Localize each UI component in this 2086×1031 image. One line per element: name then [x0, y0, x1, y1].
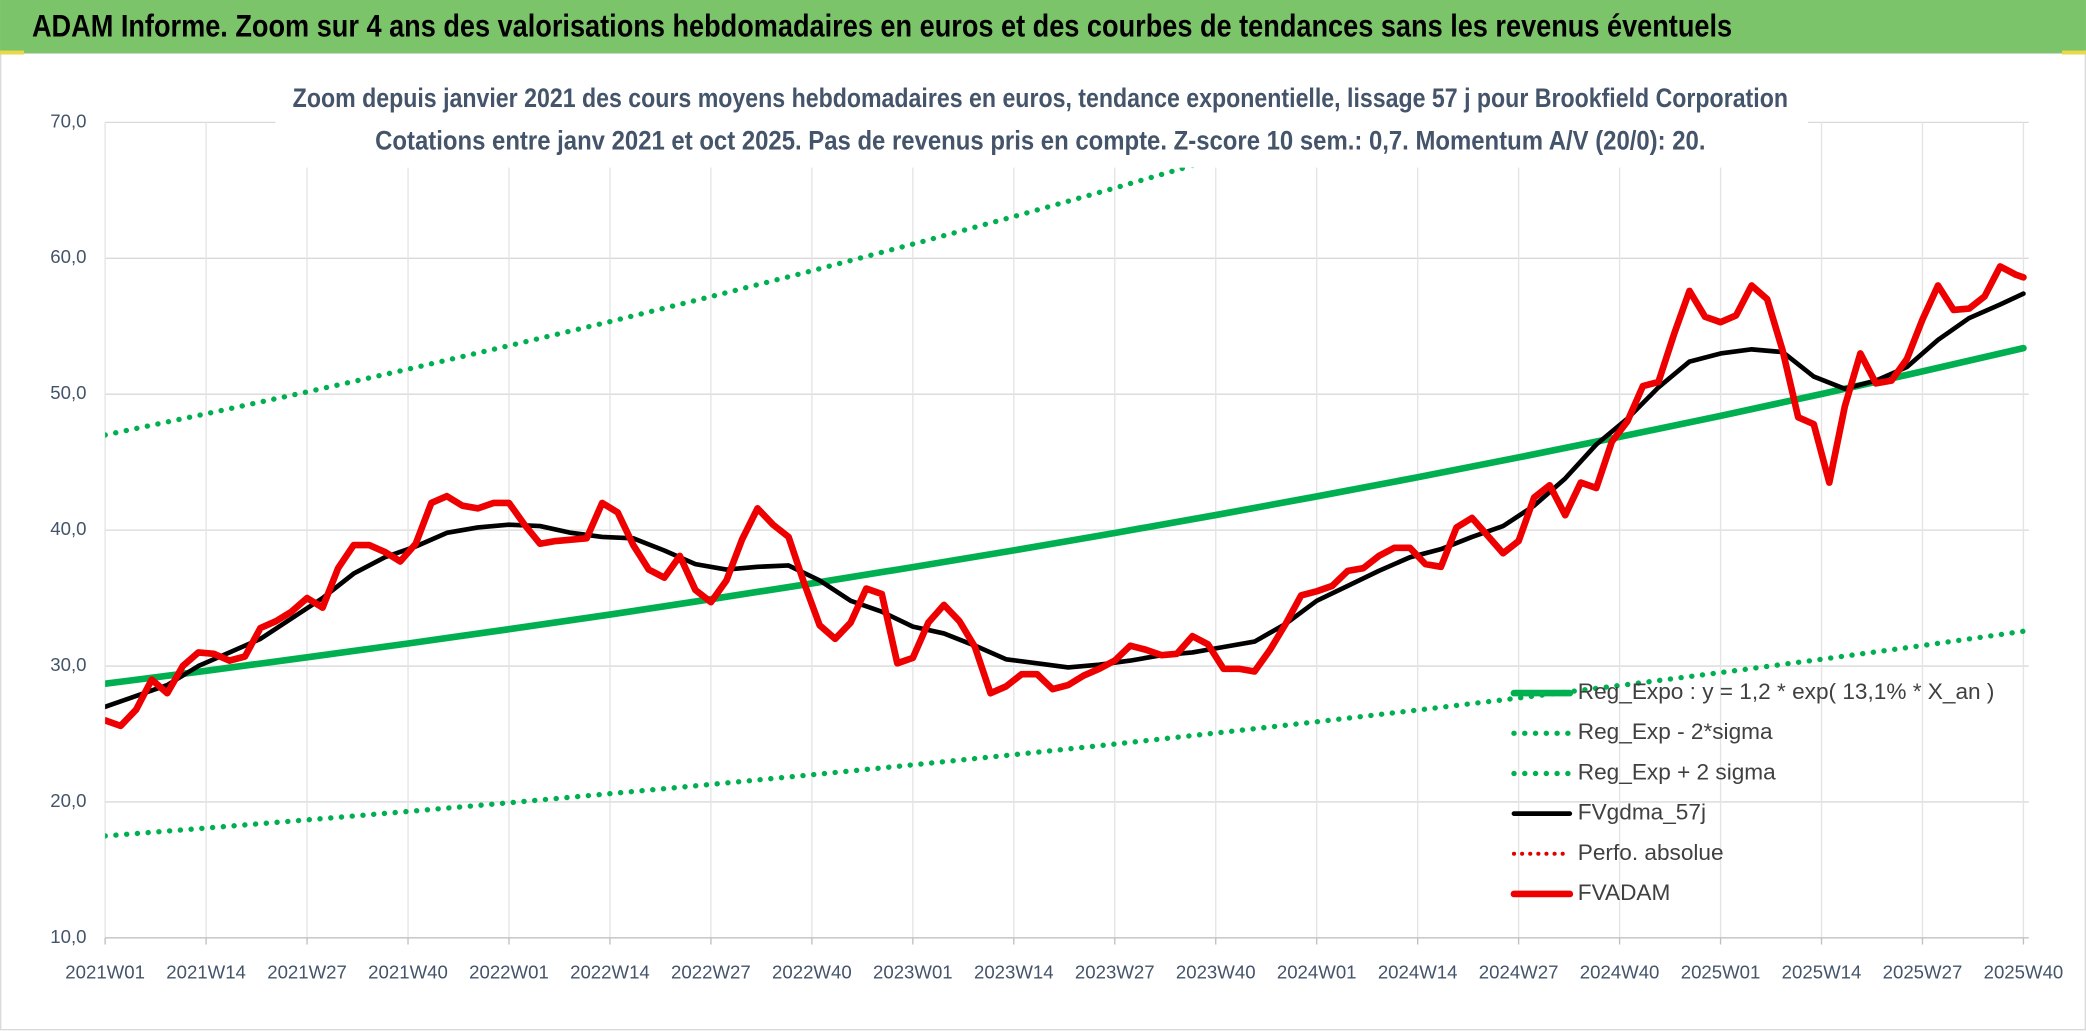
- series-line: [105, 291, 2026, 710]
- legend: Reg_Expo : y = 1,2 * exp( 13,1% * X_an )…: [1510, 679, 1995, 905]
- y-tick-label: 10,0: [50, 926, 86, 947]
- y-tick-label: 70,0: [50, 110, 86, 131]
- legend-label: Perfo. absolue: [1578, 840, 1724, 865]
- x-tick-label: 2022W27: [671, 962, 751, 983]
- banner-title: ADAM Informe. Zoom sur 4 ans des valoris…: [32, 7, 1732, 43]
- plot-area: [105, 122, 2027, 839]
- x-tick-label: 2024W27: [1479, 962, 1559, 983]
- title-box: [275, 77, 1808, 168]
- series-line: [105, 263, 2027, 730]
- banner-accent: [0, 50, 24, 55]
- x-tick-label: 2023W01: [873, 962, 953, 983]
- legend-label: Reg_Expo : y = 1,2 * exp( 13,1% * X_an ): [1578, 679, 1995, 704]
- chart-subtitle: Cotations entre janv 2021 et oct 2025. P…: [375, 125, 1705, 155]
- x-tick-label: 2025W40: [1984, 962, 2064, 983]
- legend-label: FVADAM: [1578, 880, 1671, 905]
- chart-title: Zoom depuis janvier 2021 des cours moyen…: [293, 83, 1788, 113]
- y-tick-label: 50,0: [50, 382, 86, 403]
- x-tick-label: 2023W27: [1075, 962, 1155, 983]
- x-tick-label: 2022W01: [469, 962, 549, 983]
- banner: [0, 0, 2086, 54]
- y-tick-label: 60,0: [50, 246, 86, 267]
- legend-label: FVgdma_57j: [1578, 800, 1706, 825]
- y-tick-label: 40,0: [50, 518, 86, 539]
- legend-label: Reg_Exp + 2 sigma: [1578, 759, 1776, 784]
- banner-accent: [2062, 50, 2086, 55]
- axes: 10,0 20,0 30,0 40,0 50,0 60,0 70,0 2021W01 2021W…: [50, 110, 2063, 982]
- x-tick-label: 2021W01: [65, 962, 145, 983]
- x-tick-label: 2024W40: [1580, 962, 1660, 983]
- y-tick-label: 20,0: [50, 790, 86, 811]
- x-tick-label: 2022W14: [570, 962, 650, 983]
- x-tick-label: 2025W14: [1782, 962, 1862, 983]
- x-tick-label: 2025W27: [1883, 962, 1963, 983]
- series-line: [105, 628, 2027, 839]
- legend-label: Reg_Exp - 2*sigma: [1578, 719, 1773, 744]
- y-tick-label: 30,0: [50, 654, 86, 675]
- x-tick-label: 2021W14: [166, 962, 246, 983]
- x-tick-label: 2025W01: [1681, 962, 1761, 983]
- x-tick-label: 2021W40: [368, 962, 448, 983]
- x-tick-label: 2024W14: [1378, 962, 1458, 983]
- x-tick-label: 2022W40: [772, 962, 852, 983]
- x-tick-label: 2021W27: [267, 962, 347, 983]
- x-tick-label: 2023W40: [1176, 962, 1256, 983]
- x-tick-label: 2023W14: [974, 962, 1054, 983]
- x-tick-label: 2024W01: [1277, 962, 1357, 983]
- series-line: [105, 344, 2027, 688]
